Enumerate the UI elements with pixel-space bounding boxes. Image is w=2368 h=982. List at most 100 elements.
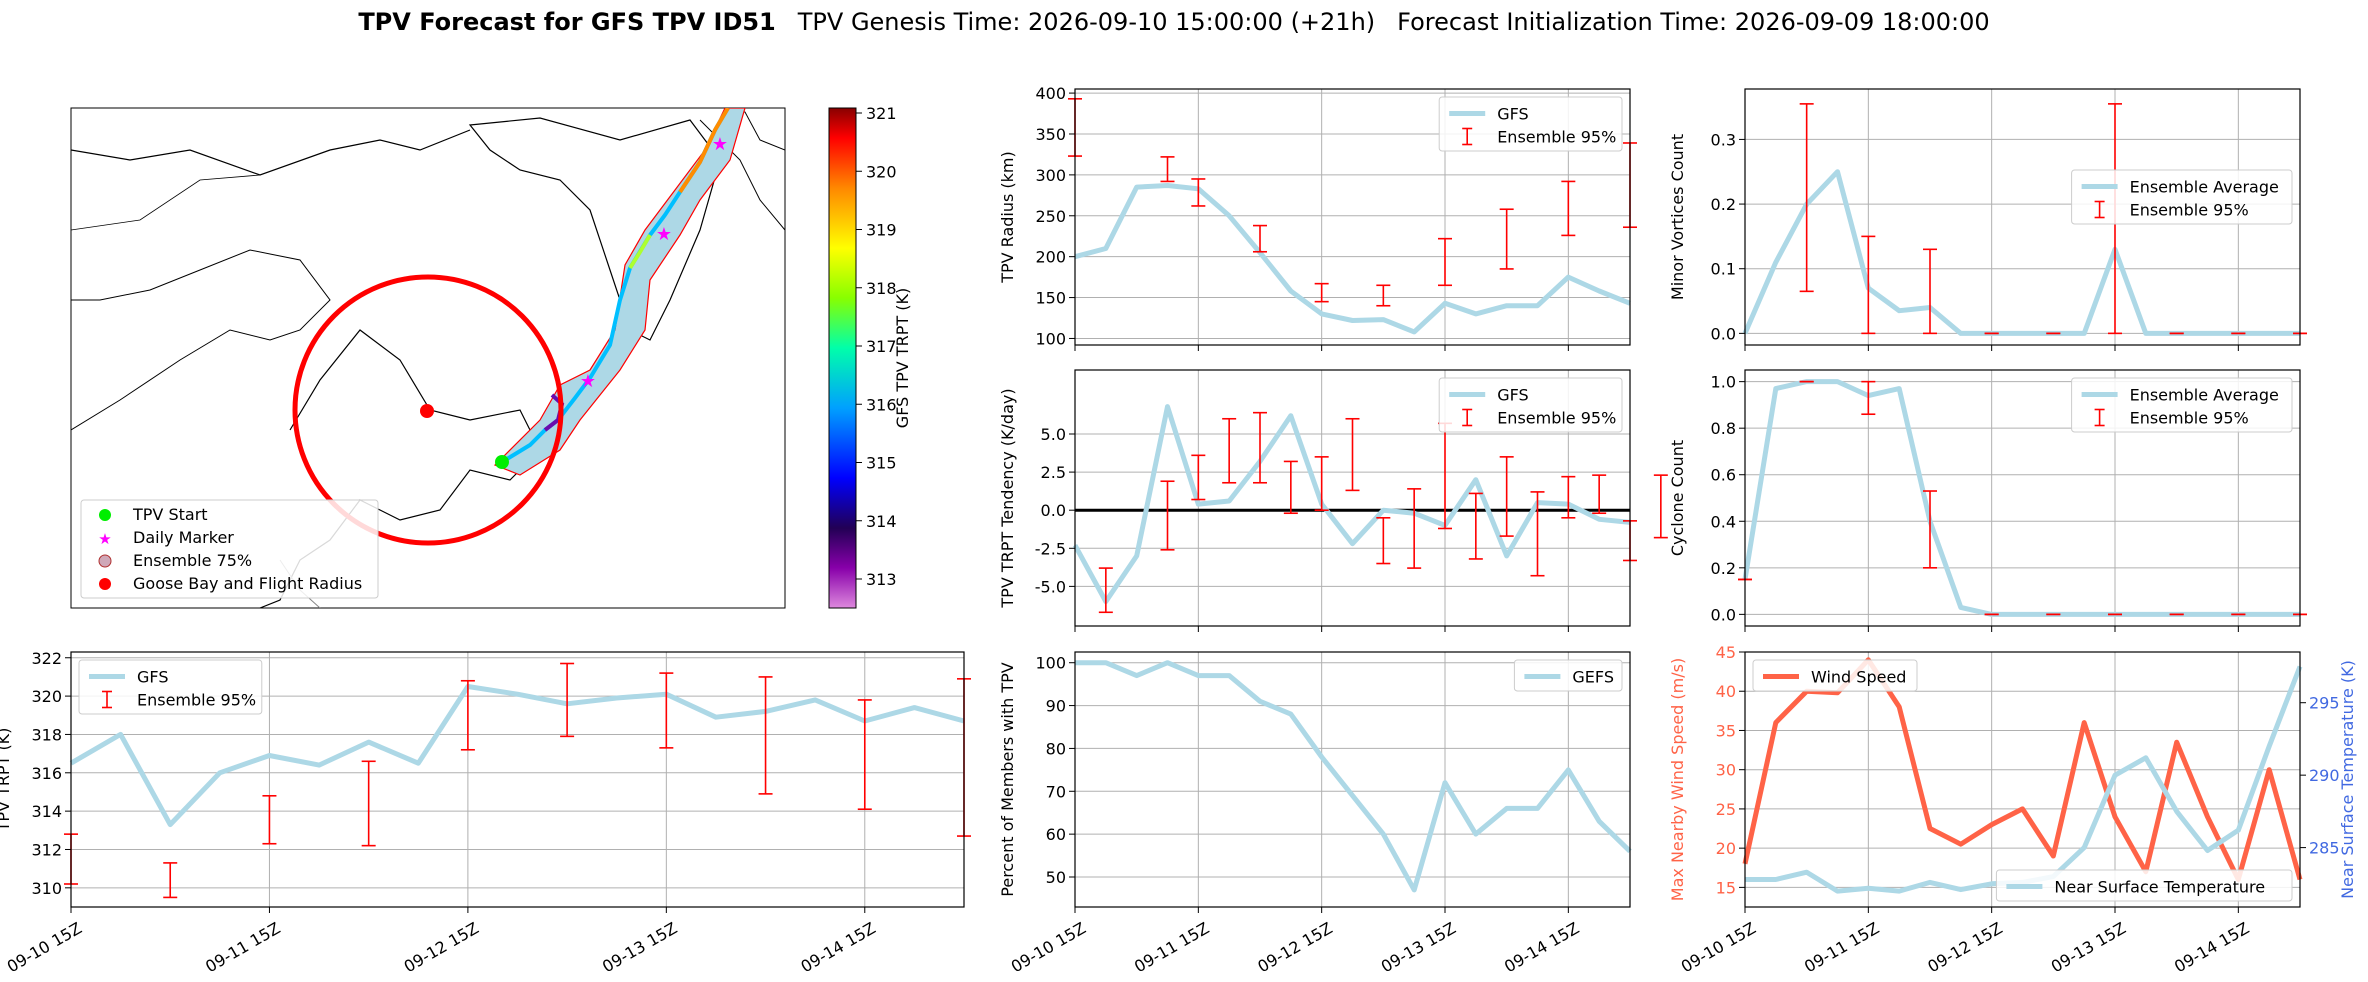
legend-label: Near Surface Temperature bbox=[2054, 878, 2265, 897]
x-tick-label: 09-14 15Z bbox=[2171, 918, 2252, 976]
y-tick-label: 150 bbox=[1035, 289, 1066, 308]
colorbar-tick-label: 313 bbox=[866, 570, 897, 589]
y-tick-label: 35 bbox=[1716, 721, 1736, 740]
series-line-wind-speed bbox=[1742, 657, 2303, 882]
x-tick-label: 09-10 15Z bbox=[4, 918, 85, 976]
panel-trpt: 310 312 314 316 318 320 322 TPV TRPT (K) 09-10 1… bbox=[0, 649, 971, 976]
legend-box bbox=[2071, 169, 2293, 225]
plot-frame bbox=[1074, 651, 1631, 908]
y-tick-label: 0.6 bbox=[1711, 466, 1736, 485]
colorbar-tick-label: 319 bbox=[866, 221, 897, 240]
legend-label: Ensemble Average bbox=[2130, 178, 2279, 197]
legend-box bbox=[2071, 377, 2293, 433]
y-tick-label: 0.1 bbox=[1711, 260, 1736, 279]
x-tick-label: 09-14 15Z bbox=[797, 918, 878, 976]
y-tick-label: 310 bbox=[31, 879, 62, 898]
x-tick-label: 09-13 15Z bbox=[1378, 918, 1459, 976]
legend-label: Ensemble 95% bbox=[2130, 201, 2249, 220]
y-tick-label: 5.0 bbox=[1041, 425, 1066, 444]
legend-label: Ensemble Average bbox=[2130, 386, 2279, 405]
coastline-greenland bbox=[468, 117, 721, 341]
colorbar-tick-label: 315 bbox=[866, 454, 897, 473]
y-axis-label: TPV Radius (km) bbox=[998, 151, 1017, 284]
x-tick-label: 09-11 15Z bbox=[1131, 918, 1212, 976]
plot-frame bbox=[1744, 651, 2301, 908]
map-legend-box bbox=[80, 499, 379, 599]
y-tick-label: 2.5 bbox=[1041, 463, 1066, 482]
x-tick-label: 09-12 15Z bbox=[401, 918, 482, 976]
legend-label: GFS bbox=[1497, 105, 1528, 124]
y-tick-label: 30 bbox=[1716, 761, 1736, 780]
y-tick-label: 60 bbox=[1046, 825, 1066, 844]
colorbar-tick-label: 320 bbox=[866, 162, 897, 181]
plot-frame bbox=[1744, 369, 2301, 627]
title-main: TPV Forecast for GFS TPV ID51 bbox=[358, 8, 775, 36]
x-tick-label: 09-13 15Z bbox=[599, 918, 680, 976]
y-tick-label: 80 bbox=[1046, 739, 1066, 758]
panel-radius: 100 150 200 250 300 350 400 TPV Radius (km) GFS E… bbox=[998, 84, 1637, 351]
x-tick-label: 09-10 15Z bbox=[1678, 918, 1759, 976]
y-tick-label: 50 bbox=[1046, 868, 1066, 887]
legend-label: Ensemble 95% bbox=[2130, 409, 2249, 428]
y2-tick-label: 285 bbox=[2309, 839, 2340, 858]
y-tick-label: 0.2 bbox=[1711, 195, 1736, 214]
panel-wind: 15 20 25 30 35 40 45 Max Nearby Wind Speed (m/s… bbox=[1668, 643, 2357, 976]
y-tick-label: 318 bbox=[31, 725, 62, 744]
y-tick-label: 40 bbox=[1716, 682, 1736, 701]
y-tick-label: 322 bbox=[31, 649, 62, 668]
plot-frame bbox=[1744, 88, 2301, 346]
legend-label: GEFS bbox=[1572, 668, 1614, 687]
x-tick-label: 09-11 15Z bbox=[1801, 918, 1882, 976]
series-line-gfs bbox=[69, 684, 965, 828]
y-tick-label: 0.4 bbox=[1711, 512, 1736, 531]
y-tick-label: 316 bbox=[31, 764, 62, 783]
flight-radius-circle bbox=[292, 274, 564, 546]
y2-tick-label: 290 bbox=[2309, 766, 2340, 785]
colorbar-tick-label: 316 bbox=[866, 395, 897, 414]
figure-title: TPV Forecast for GFS TPV ID51 TPV Genesis… bbox=[358, 8, 1989, 36]
y-tick-label: 200 bbox=[1035, 248, 1066, 267]
legend-ensemble-icon bbox=[98, 554, 112, 568]
y-tick-label: 0.8 bbox=[1711, 419, 1736, 438]
legend-start-label: TPV Start bbox=[132, 505, 208, 524]
y-axis-label: TPV TRPT (K) bbox=[0, 728, 13, 833]
y-tick-label: 20 bbox=[1716, 839, 1736, 858]
y2-tick-label: 295 bbox=[2309, 694, 2340, 713]
legend-star-icon: ★ bbox=[98, 530, 111, 548]
colorbar: 313 314 315 316 317 318 319 320 321 GFS TPV TRPT… bbox=[828, 104, 912, 609]
y-tick-label: 1.0 bbox=[1711, 373, 1736, 392]
colorbar-label: GFS TPV TRPT (K) bbox=[893, 288, 912, 428]
colorbar-tick-label: 317 bbox=[866, 337, 897, 356]
legend-label: Ensemble 95% bbox=[137, 691, 256, 710]
colorbar-tick-label: 314 bbox=[866, 512, 897, 531]
legend-daily-label: Daily Marker bbox=[133, 528, 234, 547]
legend-box bbox=[1438, 377, 1623, 433]
coastline-arctic bbox=[71, 129, 471, 176]
y-tick-label: 70 bbox=[1046, 782, 1066, 801]
y-tick-label: 90 bbox=[1046, 697, 1066, 716]
panel-members: 50 60 70 80 90 100 Percent of Members with TPV… bbox=[998, 651, 1632, 976]
legend-box bbox=[78, 659, 263, 715]
legend-label: GFS bbox=[1497, 386, 1528, 405]
y-tick-label: -2.5 bbox=[1035, 539, 1066, 558]
tpv-track-hot bbox=[678, 108, 730, 194]
border-line bbox=[71, 174, 261, 231]
y-tick-label: 400 bbox=[1035, 84, 1066, 103]
y-axis-label: TPV TRPT Tendency (K/day) bbox=[998, 388, 1017, 608]
y-tick-label: 100 bbox=[1035, 329, 1066, 348]
daily-marker-1: ★ bbox=[580, 371, 596, 392]
y-tick-label: 250 bbox=[1035, 207, 1066, 226]
colorbar-tick-label: 321 bbox=[866, 104, 897, 123]
ensemble-75-band bbox=[493, 108, 746, 476]
x-tick-label: 09-14 15Z bbox=[1501, 918, 1582, 976]
y-tick-label: 312 bbox=[31, 840, 62, 859]
legend-box bbox=[1513, 659, 1623, 692]
legend-label: Ensemble 95% bbox=[1497, 409, 1616, 428]
y-tick-label: 0.3 bbox=[1711, 130, 1736, 149]
y-tick-label: 0.0 bbox=[1041, 501, 1066, 520]
y2-axis-label: Near Surface Temperature (K) bbox=[2338, 660, 2357, 899]
plot-frame bbox=[70, 651, 965, 908]
series-line-gefs bbox=[1075, 660, 1632, 893]
colorbar-ticks: 313 314 315 316 317 318 319 320 321 bbox=[856, 104, 897, 589]
